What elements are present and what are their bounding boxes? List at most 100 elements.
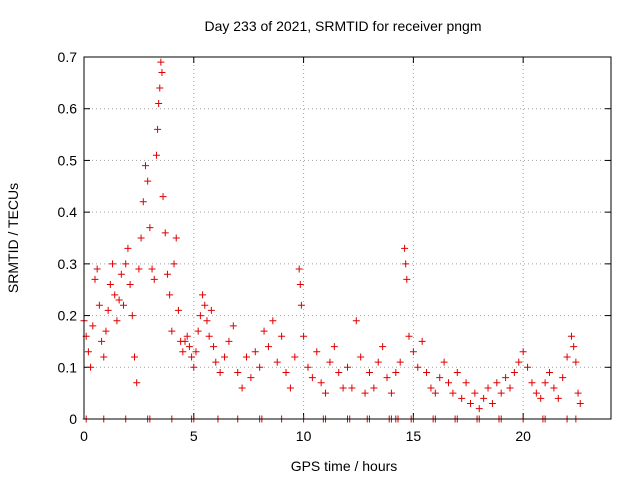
- data-point: [135, 265, 143, 273]
- data-point: [161, 229, 169, 237]
- data-point: [137, 234, 145, 242]
- data-point: [361, 389, 369, 397]
- data-point: [131, 353, 139, 361]
- data-point: [150, 275, 158, 283]
- data-point: [106, 281, 114, 289]
- data-point: [515, 358, 523, 366]
- data-point: [109, 260, 117, 268]
- x-axis-label: GPS time / hours: [291, 458, 398, 474]
- data-point: [188, 353, 196, 361]
- data-point: [445, 379, 453, 387]
- x-tick-label: 0: [80, 428, 88, 444]
- grid: [84, 57, 611, 419]
- data-point: [304, 363, 312, 371]
- data-point: [256, 363, 264, 371]
- data-point: [179, 348, 187, 356]
- data-point: [234, 368, 242, 376]
- data-point: [113, 317, 121, 325]
- data-point: [440, 358, 448, 366]
- data-point: [192, 348, 200, 356]
- x-tick-label: 15: [406, 428, 422, 444]
- data-point: [93, 265, 101, 273]
- data-point: [497, 389, 505, 397]
- data-point: [168, 327, 176, 335]
- data-point: [87, 363, 95, 371]
- data-point: [423, 368, 431, 376]
- data-point: [574, 389, 582, 397]
- data-point: [174, 306, 182, 314]
- data-point: [344, 363, 351, 371]
- data-point: [379, 343, 387, 351]
- data-point: [194, 327, 202, 335]
- data-point: [210, 343, 218, 351]
- data-point: [286, 384, 294, 392]
- data-point: [158, 69, 166, 77]
- data-point: [199, 291, 207, 299]
- data-point: [559, 374, 567, 382]
- data-point: [201, 301, 209, 309]
- data-point: [128, 312, 136, 320]
- data-point: [296, 281, 304, 289]
- data-point: [365, 368, 373, 376]
- data-point: [196, 312, 204, 320]
- data-point: [466, 399, 474, 407]
- data-point: [122, 260, 130, 268]
- data-point: [567, 332, 575, 340]
- data-point: [95, 301, 103, 309]
- data-point: [221, 353, 229, 361]
- data-point: [155, 100, 163, 108]
- data-point: [295, 265, 303, 273]
- data-point: [330, 343, 338, 351]
- x-tick-label: 10: [296, 428, 312, 444]
- y-tick-label: 0: [69, 411, 77, 427]
- data-point: [546, 368, 554, 376]
- data-point: [554, 394, 562, 402]
- data-point: [449, 389, 457, 397]
- data-point: [409, 348, 417, 356]
- data-point: [115, 296, 123, 304]
- plot-frame: [83, 56, 612, 420]
- data-point: [436, 374, 444, 382]
- data-point: [348, 384, 356, 392]
- data-point: [427, 384, 435, 392]
- data-point: [352, 317, 360, 325]
- data-point: [383, 374, 391, 382]
- data-point: [190, 363, 198, 371]
- data-point: [326, 358, 334, 366]
- data-point: [260, 327, 268, 335]
- data-point: [247, 374, 255, 382]
- y-tick-label: 0.2: [58, 308, 78, 324]
- data-point: [308, 374, 316, 382]
- data-point: [471, 389, 479, 397]
- data-point: [297, 301, 305, 309]
- data-point: [212, 358, 220, 366]
- data-point: [317, 379, 325, 387]
- data-point: [146, 224, 154, 232]
- data-point: [484, 384, 492, 392]
- x-tick-label: 5: [190, 428, 198, 444]
- data-point: [170, 260, 178, 268]
- data-point: [102, 327, 110, 335]
- data-point: [387, 389, 395, 397]
- data-point: [300, 332, 308, 340]
- data-point: [141, 162, 149, 170]
- data-point: [238, 384, 246, 392]
- data-point: [225, 337, 233, 345]
- data-point: [402, 260, 410, 268]
- data-point: [576, 399, 584, 407]
- data-point: [405, 332, 413, 340]
- data-point: [172, 234, 180, 242]
- data-point: [322, 389, 330, 397]
- data-point: [339, 384, 347, 392]
- y-tick-label: 0.4: [58, 204, 78, 220]
- data-point: [453, 368, 461, 376]
- data-point: [152, 151, 160, 159]
- axis-ticks: 0 0.1 0.2 0.3 0.4 0.5 0.6 0.7 0 5 10 15 20: [58, 49, 611, 444]
- data-point: [98, 337, 106, 345]
- data-point: [519, 348, 527, 356]
- data-point: [117, 270, 125, 278]
- data-point: [524, 363, 532, 371]
- data-point: [550, 384, 558, 392]
- data-point: [216, 368, 224, 376]
